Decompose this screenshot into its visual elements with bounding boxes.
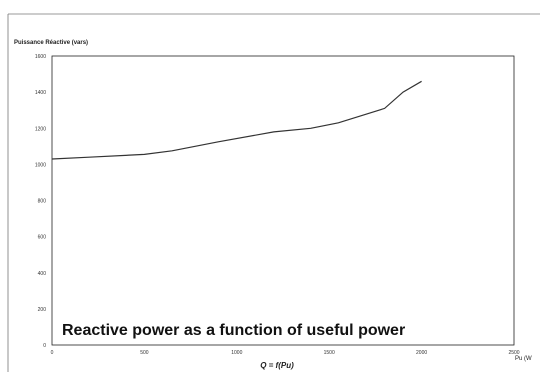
y-axis-label: Puissance Réactive (vars) [14, 40, 88, 46]
x-tick-label: 1000 [231, 350, 242, 356]
chart-formula: Q = f(Pu) [260, 361, 294, 370]
y-tick-label: 1600 [35, 54, 46, 60]
plot-area [51, 55, 515, 346]
y-tick-label: 800 [38, 199, 47, 205]
y-tick-label: 200 [38, 307, 47, 313]
chart-caption: Reactive power as a function of useful p… [62, 322, 405, 339]
y-tick-label: 600 [38, 235, 47, 241]
y-tick-label: 0 [43, 343, 46, 349]
x-tick-label: 2500 [508, 350, 519, 356]
y-tick-label: 1000 [35, 162, 46, 168]
x-tick-label: 0 [51, 350, 54, 356]
x-axis-ticks: 0 500 1000 1500 2000 2500 [51, 350, 520, 356]
y-axis-ticks: 0 200 400 600 800 1000 1200 1400 1600 [35, 54, 46, 349]
series-line [51, 80, 422, 160]
x-tick-label: 500 [140, 350, 149, 356]
y-tick-label: 1200 [35, 126, 46, 132]
x-tick-label: 1500 [324, 350, 335, 356]
x-axis-label: Pu (W [515, 356, 532, 362]
y-tick-label: 1400 [35, 90, 46, 96]
x-tick-label: 2000 [416, 350, 427, 356]
y-tick-label: 400 [38, 271, 47, 277]
